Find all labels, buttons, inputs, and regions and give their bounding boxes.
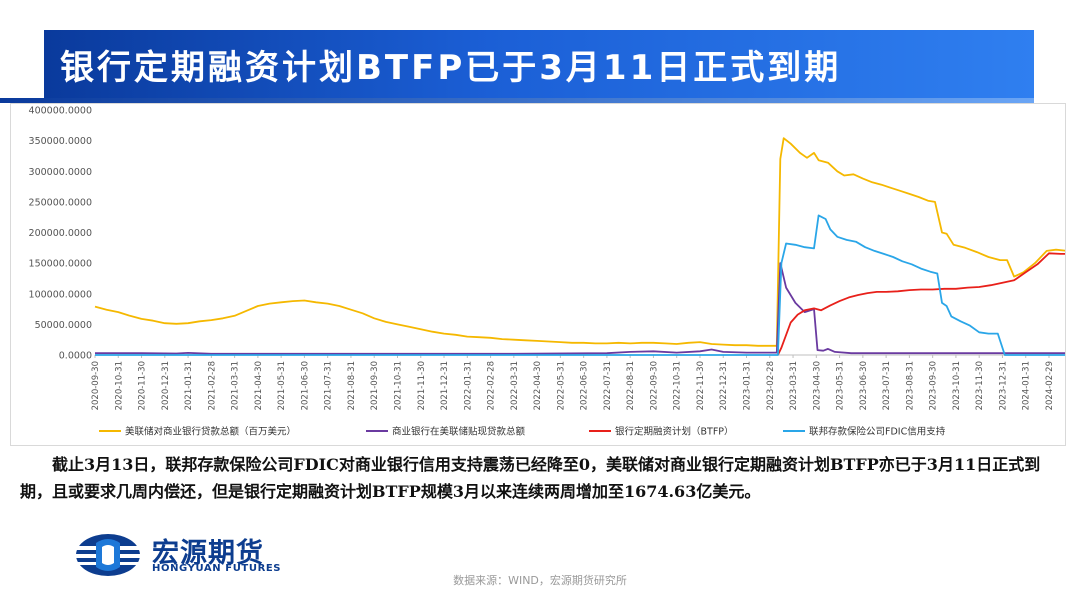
caption-text: 截止3月13日，联邦存款保险公司FDIC对商业银行信用支持震荡已经降至0，美联储…	[20, 455, 1041, 501]
x-tick-label: 2021-06-30	[300, 361, 310, 410]
x-tick-label: 2022-07-31	[603, 361, 613, 410]
x-tick-label: 2023-02-28	[766, 361, 776, 410]
y-tick-label: 100000.0000	[29, 289, 92, 300]
legend-label: 美联储对商业银行贷款总额（百万美元）	[125, 426, 296, 438]
y-tick-label: 150000.0000	[29, 259, 92, 270]
series-line-1	[94, 137, 1065, 347]
x-tick-label: 2022-01-31	[463, 361, 473, 410]
x-tick-label: 2021-12-31	[440, 361, 450, 410]
x-tick-label: 2023-09-30	[929, 361, 939, 410]
y-tick-label: 300000.0000	[29, 167, 92, 178]
x-tick-label: 2021-08-31	[347, 361, 357, 410]
y-tick-label: 50000.0000	[35, 320, 92, 331]
legend-label: 银行定期融资计划（BTFP）	[615, 426, 734, 438]
x-tick-label: 2022-06-30	[580, 361, 590, 410]
y-tick-label: 400000.0000	[29, 106, 92, 117]
x-tick-label: 2023-07-31	[882, 361, 892, 410]
x-tick-label: 2020-12-31	[161, 361, 171, 410]
x-tick-label: 2021-02-28	[207, 361, 217, 410]
legend-label: 商业银行在美联储贴现贷款总额	[392, 426, 526, 438]
x-tick-label: 2024-02-29	[1045, 361, 1055, 410]
x-tick-label: 2023-03-31	[789, 361, 799, 410]
chart-container: 0.0000 50000.0000 100000.0000 150000.0000 20…	[10, 103, 1066, 446]
logo-english-name: HONGYUAN FUTURES	[152, 563, 282, 574]
x-tick-label: 2023-05-31	[836, 361, 846, 410]
line-chart: 0.0000 50000.0000 100000.0000 150000.0000 20…	[29, 106, 1065, 438]
x-tick-label: 2022-09-30	[649, 361, 659, 410]
y-tick-label: 250000.0000	[29, 197, 92, 208]
x-tick-label: 2023-04-30	[812, 361, 822, 410]
x-tick-label: 2020-10-31	[114, 361, 124, 410]
page-title: 银行定期融资计划BTFP已于3月11日正式到期	[60, 48, 842, 88]
logo-emblem-icon	[76, 534, 140, 576]
title-banner: 银行定期融资计划BTFP已于3月11日正式到期	[44, 30, 1034, 98]
x-tick-label: 2022-08-31	[626, 361, 636, 410]
y-tick-label: 0.0000	[59, 351, 92, 362]
x-tick-label: 2020-09-30	[91, 361, 101, 410]
x-tick-label: 2023-12-31	[998, 361, 1008, 410]
title-underline	[0, 98, 1034, 103]
x-tick-label: 2021-11-30	[417, 361, 427, 410]
x-tick-label: 2021-01-31	[184, 361, 194, 410]
x-tick-label: 2023-08-31	[905, 361, 915, 410]
x-tick-label: 2023-01-31	[743, 361, 753, 410]
x-tick-label: 2022-05-31	[556, 361, 566, 410]
x-tick-label: 2021-03-31	[231, 361, 241, 410]
series-line-4	[95, 214, 1065, 356]
y-tick-label: 350000.0000	[29, 136, 92, 147]
x-tick-label: 2024-01-31	[1022, 361, 1032, 410]
x-tick-label: 2022-10-31	[673, 361, 683, 410]
x-tick-label: 2022-04-30	[533, 361, 543, 410]
x-tick-label: 2022-11-30	[696, 361, 706, 410]
x-tick-label: 2022-02-28	[487, 361, 497, 410]
x-tick-label: 2021-10-31	[393, 361, 403, 410]
x-tick-label: 2023-06-30	[859, 361, 869, 410]
x-tick-label: 2021-05-31	[277, 361, 287, 410]
series-line-3	[777, 252, 1065, 356]
logo-chinese-name: 宏源期货	[152, 538, 264, 569]
legend-label: 联邦存款保险公司FDIC信用支持	[809, 426, 946, 438]
x-tick-label: 2021-04-30	[254, 361, 264, 410]
y-tick-label: 200000.0000	[29, 228, 92, 239]
series-line-2	[95, 262, 1065, 355]
x-tick-label: 2020-11-30	[138, 361, 148, 410]
x-tick-label: 2021-07-31	[324, 361, 334, 410]
x-tick-label: 2023-10-31	[952, 361, 962, 410]
x-tick-label: 2021-09-30	[370, 361, 380, 410]
data-source-note: 数据来源：WIND，宏源期货研究所	[453, 574, 627, 587]
x-tick-label: 2022-03-31	[510, 361, 520, 410]
company-logo: 宏源期货 HONGYUAN FUTURES	[74, 531, 314, 579]
x-tick-label: 2022-12-31	[719, 361, 729, 410]
x-tick-label: 2023-11-30	[975, 361, 985, 410]
